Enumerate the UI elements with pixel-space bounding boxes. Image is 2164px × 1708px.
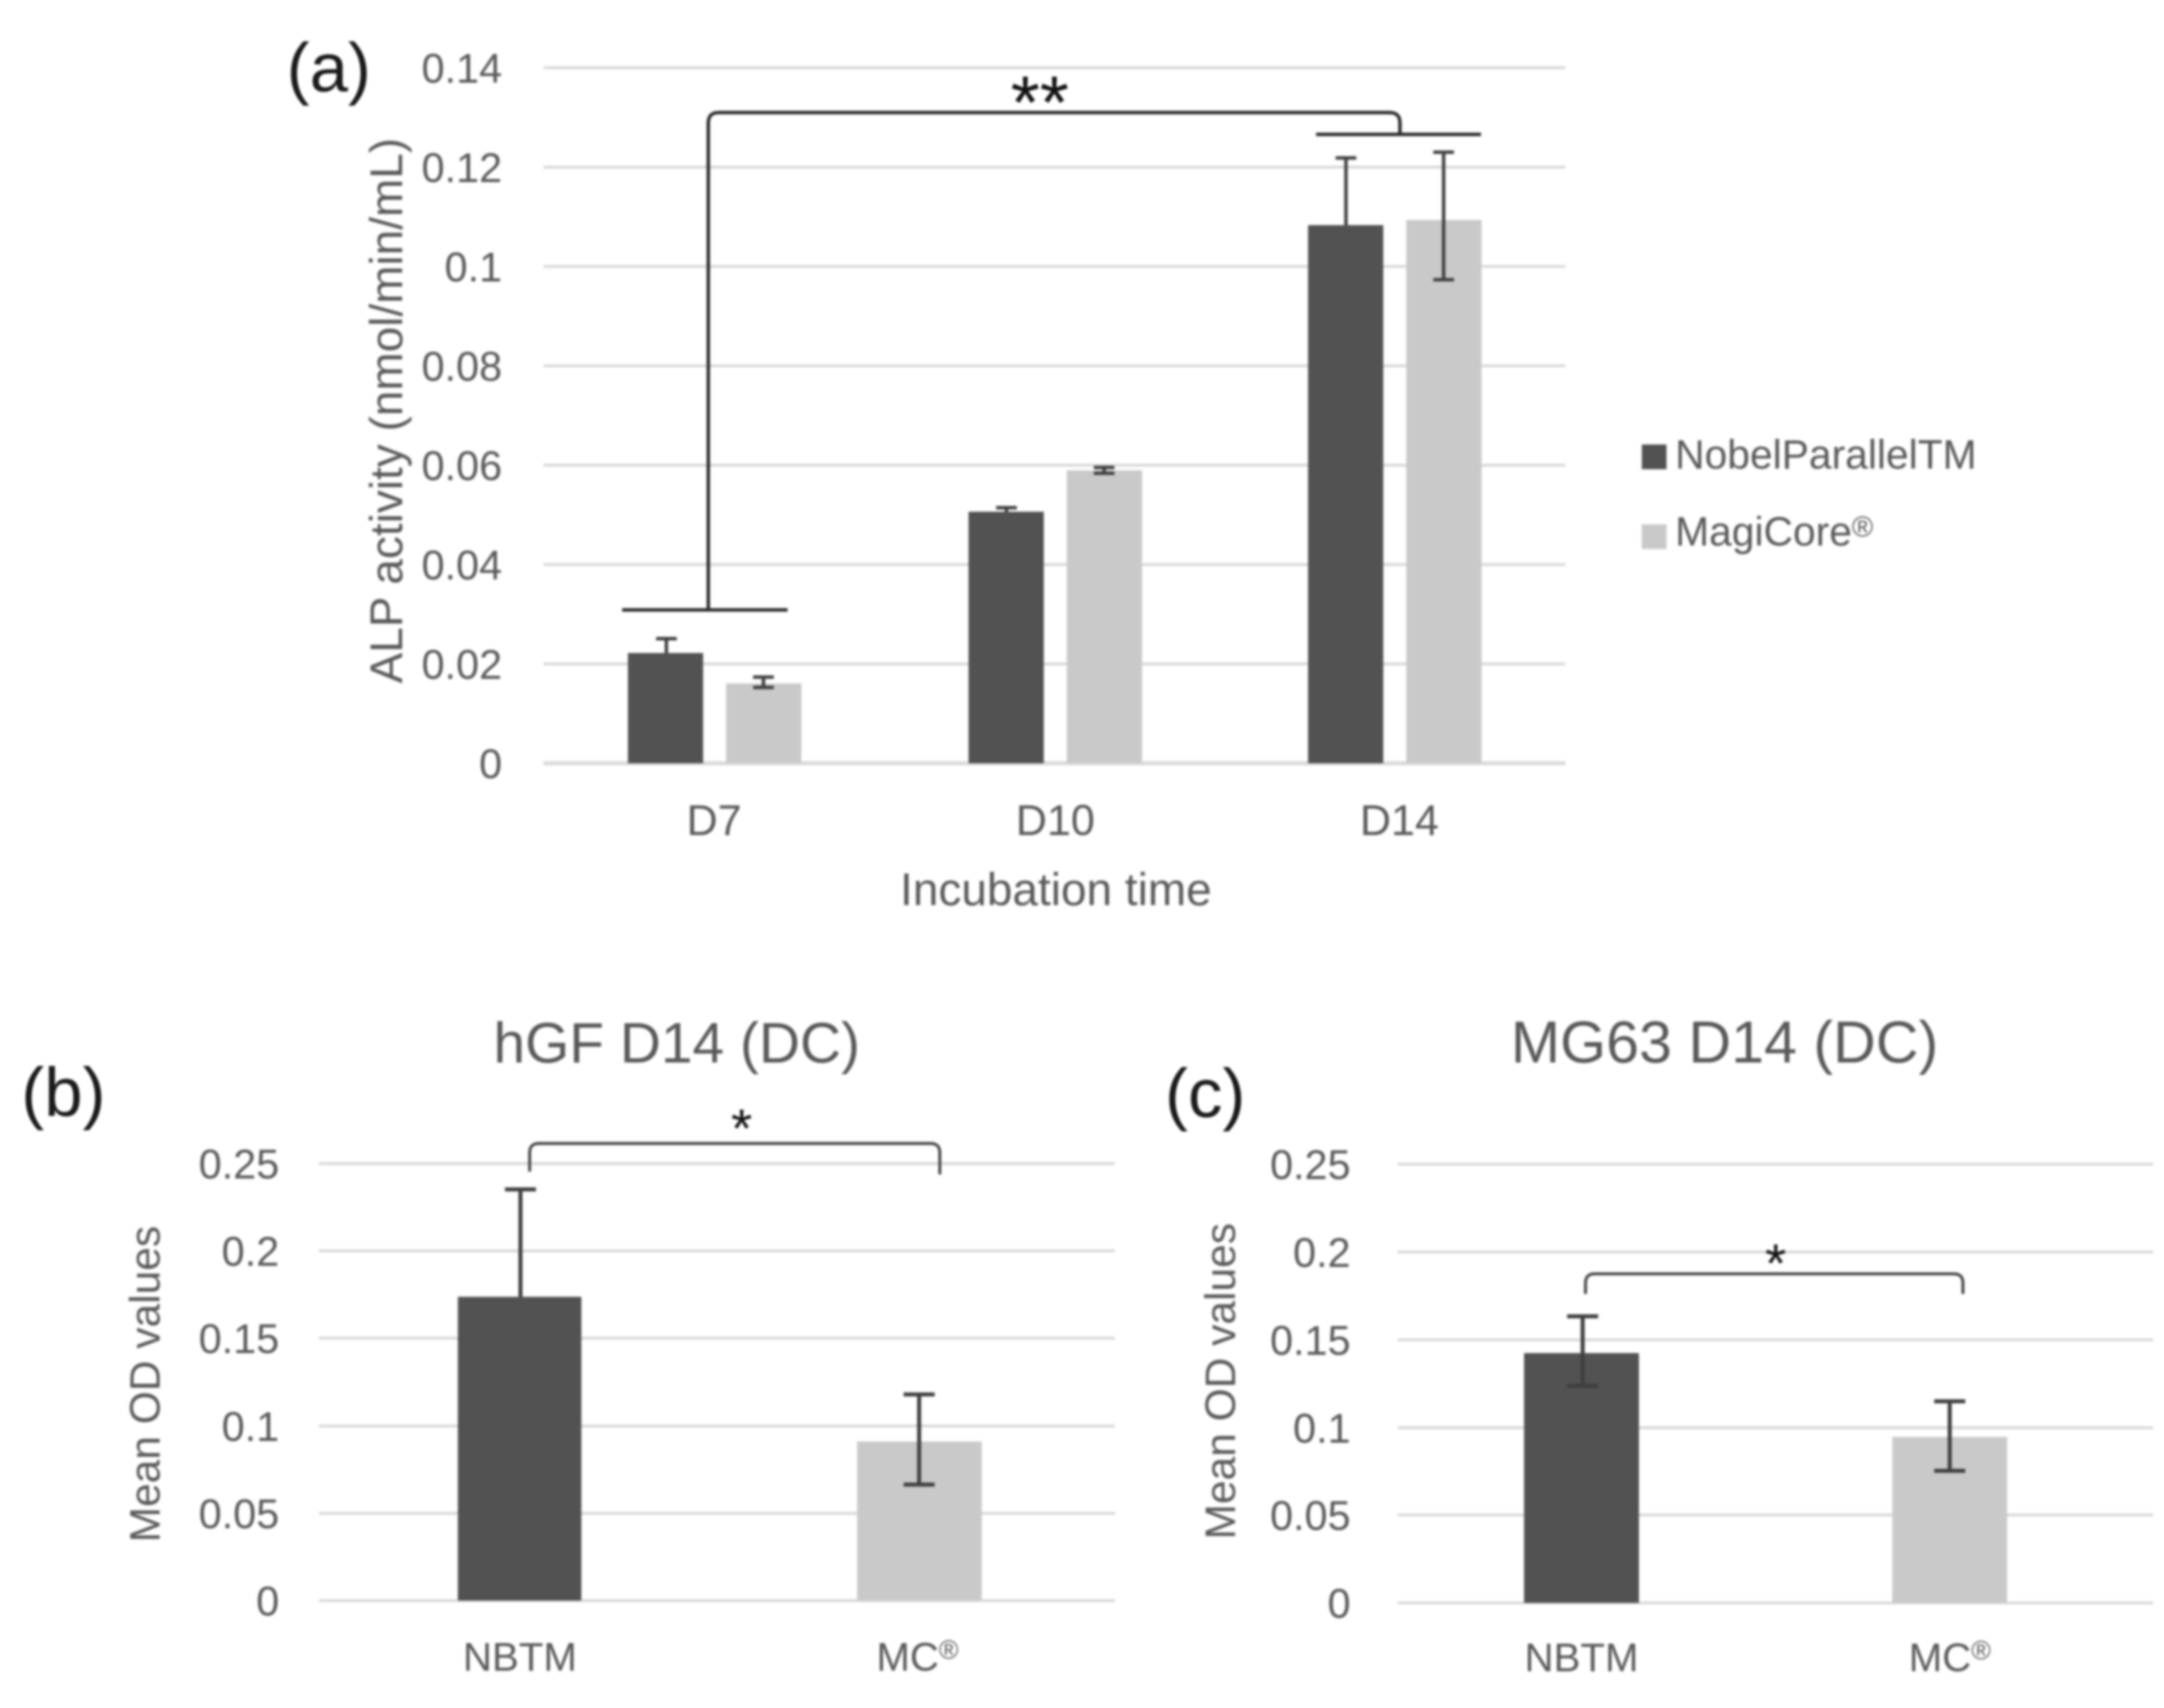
svg-text:NBTM: NBTM [1525,1635,1638,1680]
svg-text:0.2: 0.2 [1293,1230,1351,1276]
svg-text:0.04: 0.04 [422,543,502,589]
svg-text:0.2: 0.2 [222,1229,279,1275]
svg-text:0: 0 [256,1579,279,1625]
svg-text:0.25: 0.25 [1270,1142,1351,1188]
svg-text:0.1: 0.1 [445,245,502,291]
svg-text:(a): (a) [287,29,371,106]
svg-text:0.06: 0.06 [422,443,502,489]
svg-text:(b): (b) [21,1054,106,1131]
svg-text:D10: D10 [1016,796,1095,844]
svg-text:Mean OD values: Mean OD values [121,1226,169,1542]
svg-text:0.08: 0.08 [422,344,502,390]
svg-text:NobelParallelTM: NobelParallelTM [1675,432,1977,478]
svg-text:0.25: 0.25 [199,1142,279,1188]
svg-text:**: ** [1010,60,1069,144]
svg-text:0: 0 [479,741,502,787]
svg-text:0.05: 0.05 [1270,1493,1351,1539]
svg-text:0.15: 0.15 [199,1316,279,1362]
svg-text:*: * [1765,1233,1787,1294]
svg-text:*: * [731,1098,753,1159]
svg-text:0.1: 0.1 [222,1404,279,1450]
svg-text:MG63 D14 (DC): MG63 D14 (DC) [1511,1009,1938,1075]
svg-text:MagiCore®: MagiCore® [1675,509,1873,555]
svg-text:D7: D7 [686,796,742,844]
svg-text:0.14: 0.14 [422,46,502,92]
svg-text:0.15: 0.15 [1270,1318,1351,1364]
svg-text:0: 0 [1328,1581,1351,1627]
svg-text:D14: D14 [1360,796,1439,844]
svg-text:0.05: 0.05 [199,1491,279,1537]
svg-text:0.1: 0.1 [1293,1406,1351,1452]
svg-text:Mean OD values: Mean OD values [1197,1223,1244,1539]
svg-text:NBTM: NBTM [463,1634,577,1679]
svg-text:ALP activity (nmol/min/mL): ALP activity (nmol/min/mL) [361,138,412,683]
svg-text:0.12: 0.12 [422,145,502,191]
svg-text:hGF D14 (DC): hGF D14 (DC) [493,1011,860,1075]
svg-text:Incubation time: Incubation time [900,864,1212,915]
svg-text:(c): (c) [1165,1055,1245,1132]
svg-text:0.02: 0.02 [422,642,502,688]
